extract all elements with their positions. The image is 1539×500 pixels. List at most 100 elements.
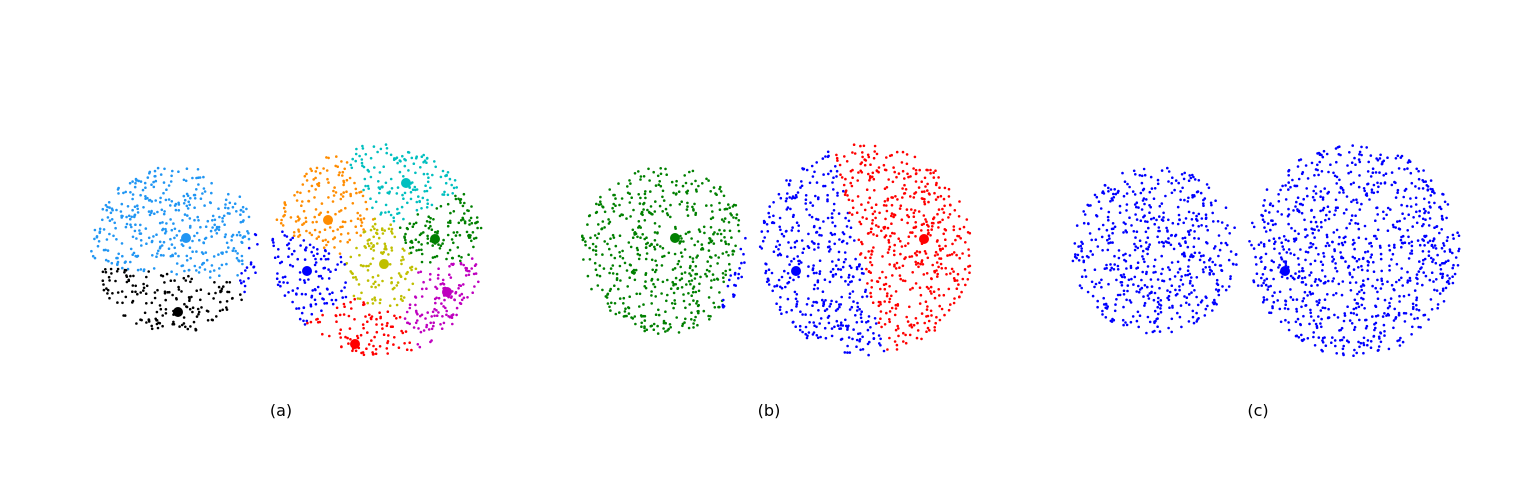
scatter-point: [1369, 340, 1373, 343]
scatter-point: [371, 245, 375, 249]
scatter-point: [1186, 200, 1190, 203]
scatter-point: [152, 180, 155, 184]
scatter-point: [692, 285, 696, 289]
scatter-point: [1303, 218, 1306, 222]
scatter-point: [1214, 199, 1217, 202]
scatter-point: [407, 288, 411, 292]
scatter-point: [150, 327, 154, 331]
scatter-point: [835, 169, 839, 173]
scatter-point: [952, 270, 955, 273]
scatter-point: [1170, 191, 1174, 195]
scatter-point: [1396, 188, 1400, 192]
scatter-point: [834, 264, 838, 267]
scatter-point: [1332, 258, 1336, 261]
scatter-point: [1134, 213, 1137, 216]
scatter-point: [414, 267, 418, 271]
scatter-point: [737, 276, 740, 280]
scatter-point: [644, 246, 648, 249]
panel-a: (a): [90, 143, 483, 420]
scatter-point: [1291, 298, 1295, 302]
scatter-point: [1280, 241, 1283, 244]
scatter-point: [1268, 203, 1272, 207]
scatter-point: [614, 312, 618, 316]
scatter-point: [1354, 214, 1357, 217]
scatter-point: [860, 310, 863, 314]
scatter-point: [839, 327, 843, 330]
scatter-point: [924, 185, 927, 188]
scatter-point: [1371, 315, 1374, 318]
scatter-point: [817, 309, 820, 312]
scatter-point: [335, 155, 338, 158]
scatter-point: [1358, 150, 1362, 154]
scatter-point: [711, 273, 715, 276]
scatter-point: [186, 207, 190, 210]
scatter-point: [877, 304, 881, 308]
scatter-point: [1190, 253, 1193, 256]
scatter-point: [1353, 328, 1356, 332]
scatter-point: [373, 222, 377, 226]
scatter-point: [359, 214, 362, 217]
scatter-point: [960, 290, 963, 294]
scatter-point: [1452, 263, 1455, 267]
scatter-point: [291, 265, 295, 268]
scatter-point: [950, 253, 954, 256]
scatter-point: [599, 200, 602, 203]
scatter-point: [1362, 336, 1366, 340]
scatter-point: [184, 279, 188, 282]
scatter-point: [665, 299, 668, 303]
scatter-point: [309, 167, 312, 171]
scatter-point: [1401, 340, 1405, 344]
scatter-point: [608, 305, 611, 309]
scatter-point: [329, 270, 332, 274]
scatter-point: [846, 351, 849, 354]
scatter-point: [457, 254, 461, 258]
scatter-point: [323, 249, 327, 252]
scatter-point: [370, 339, 373, 342]
scatter-point: [195, 315, 199, 318]
scatter-point: [339, 209, 343, 212]
scatter-point: [1265, 188, 1269, 191]
scatter-point: [856, 305, 860, 309]
scatter-point: [1134, 236, 1137, 239]
scatter-point: [935, 269, 938, 272]
scatter-point: [914, 235, 917, 238]
scatter-point: [800, 184, 804, 188]
scatter-point: [715, 193, 718, 196]
scatter-point: [818, 270, 822, 273]
scatter-point: [203, 190, 207, 193]
scatter-point: [768, 205, 771, 208]
scatter-point: [871, 171, 875, 175]
scatter-point: [1318, 152, 1322, 156]
scatter-point: [315, 166, 319, 170]
scatter-point: [406, 201, 409, 205]
scatter-point: [146, 176, 150, 179]
scatter-point: [1410, 240, 1414, 244]
scatter-point: [1442, 300, 1446, 303]
scatter-point: [909, 288, 912, 291]
scatter-point: [684, 317, 687, 321]
scatter-point: [221, 216, 224, 220]
scatter-point: [277, 248, 280, 251]
scatter-point: [136, 211, 140, 214]
scatter-point: [1274, 222, 1277, 226]
scatter-point: [1293, 253, 1296, 257]
scatter-point: [305, 229, 308, 233]
scatter-point: [450, 314, 453, 317]
scatter-point: [799, 186, 802, 189]
scatter-point: [718, 201, 721, 205]
scatter-point: [779, 305, 782, 309]
scatter-point: [425, 206, 429, 209]
scatter-point: [1186, 269, 1190, 273]
scatter-point: [594, 211, 598, 215]
scatter-point: [422, 329, 426, 332]
scatter-point: [1360, 153, 1363, 157]
scatter-point: [241, 236, 245, 239]
scatter-point: [422, 280, 425, 284]
scatter-point: [297, 219, 300, 222]
scatter-point: [220, 263, 224, 267]
scatter-point: [822, 302, 825, 306]
scatter-point: [1162, 279, 1166, 283]
scatter-point: [910, 255, 914, 258]
scatter-point: [1141, 255, 1144, 258]
scatter-point: [349, 219, 353, 223]
